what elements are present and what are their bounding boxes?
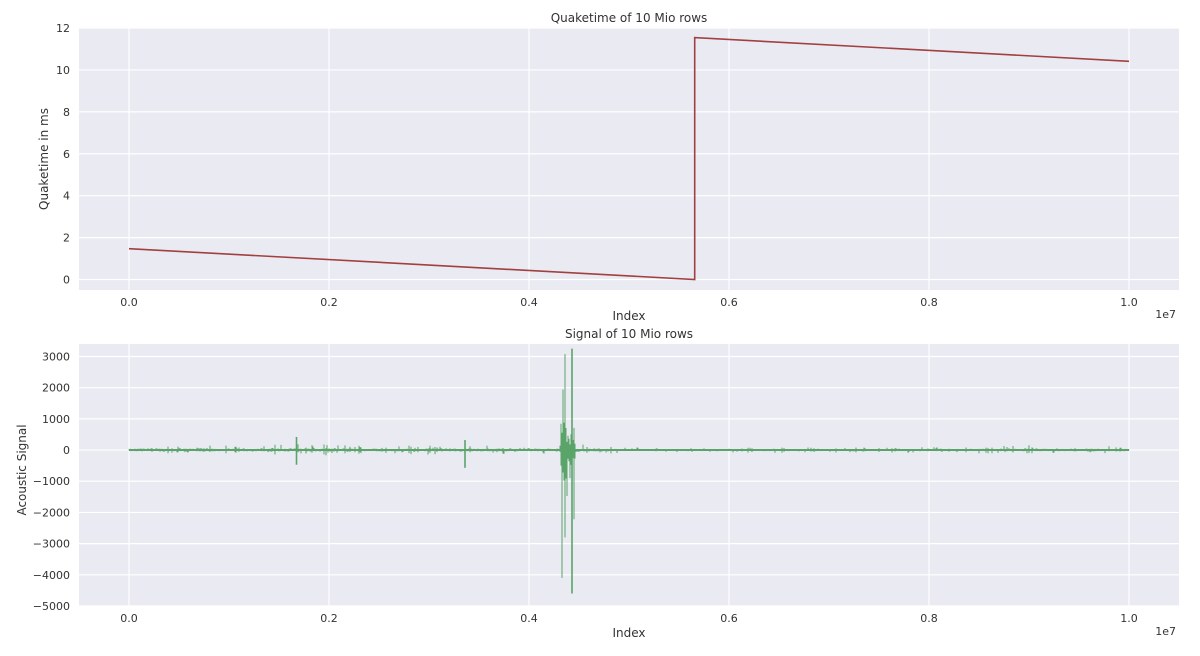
series-line: [128, 36, 1130, 281]
x-tick-label: 0.0: [120, 296, 138, 309]
chart-title: Signal of 10 Mio rows: [565, 327, 693, 341]
series-lines: [128, 348, 1130, 594]
y-tick-label: 2: [63, 232, 70, 245]
x-offset-label: 1e7: [1155, 308, 1176, 321]
y-axis-label: Acoustic Signal: [15, 424, 29, 515]
x-tick-label: 0.2: [320, 296, 338, 309]
x-tick-label: 0.4: [520, 612, 538, 625]
x-tick-label: 0.4: [520, 296, 538, 309]
series-lines: [128, 36, 1130, 281]
x-tick-label: 1.0: [1120, 612, 1138, 625]
y-tick-label: 1000: [42, 413, 70, 426]
y-tick-label: −4000: [33, 569, 70, 582]
y-tick-label: 0: [63, 274, 70, 287]
x-axis-label: Index: [612, 626, 645, 640]
y-tick-label: 3000: [42, 350, 70, 363]
y-tick-label: 0: [63, 444, 70, 457]
x-tick-label: 0.2: [320, 612, 338, 625]
x-tick-label: 0.6: [720, 296, 738, 309]
y-tick-label: −5000: [33, 600, 70, 613]
plot-background: [79, 344, 1179, 606]
y-tick-label: 12: [56, 22, 70, 35]
y-tick-label: 6: [63, 148, 70, 161]
x-tick-label: 0.8: [920, 612, 938, 625]
x-offset-label: 1e7: [1155, 625, 1176, 638]
y-axis-label: Quaketime in ms: [37, 108, 51, 210]
y-tick-label: −1000: [33, 475, 70, 488]
chart-title: Quaketime of 10 Mio rows: [551, 11, 708, 25]
tick-labels: 0.0 0.2 0.4 0.6 0.8 1.0 3000 2000 1000 0 −1000 −200…: [33, 350, 1138, 625]
y-tick-label: 10: [56, 64, 70, 77]
gridlines: [79, 27, 1179, 290]
x-axis-label: Index: [612, 309, 645, 323]
x-tick-label: 0.6: [720, 612, 738, 625]
y-tick-label: −3000: [33, 538, 70, 551]
tick-labels: 0.0 0.2 0.4 0.6 0.8 1.0 0 2 4 6 8 10 12: [56, 22, 1138, 309]
y-tick-label: −2000: [33, 506, 70, 519]
x-tick-label: 0.8: [920, 296, 938, 309]
y-tick-label: 8: [63, 106, 70, 119]
y-tick-label: 2000: [42, 382, 70, 395]
y-tick-label: 4: [63, 190, 70, 203]
signal-chart: 0.0 0.2 0.4 0.6 0.8 1.0 3000 2000 1000 0 −1000 −200…: [15, 327, 1179, 640]
x-tick-label: 0.0: [120, 612, 138, 625]
plot-background: [79, 28, 1179, 290]
x-tick-label: 1.0: [1120, 296, 1138, 309]
quaketime-chart: 0.0 0.2 0.4 0.6 0.8 1.0 0 2 4 6 8 10 12 Quaketime of…: [37, 11, 1179, 323]
